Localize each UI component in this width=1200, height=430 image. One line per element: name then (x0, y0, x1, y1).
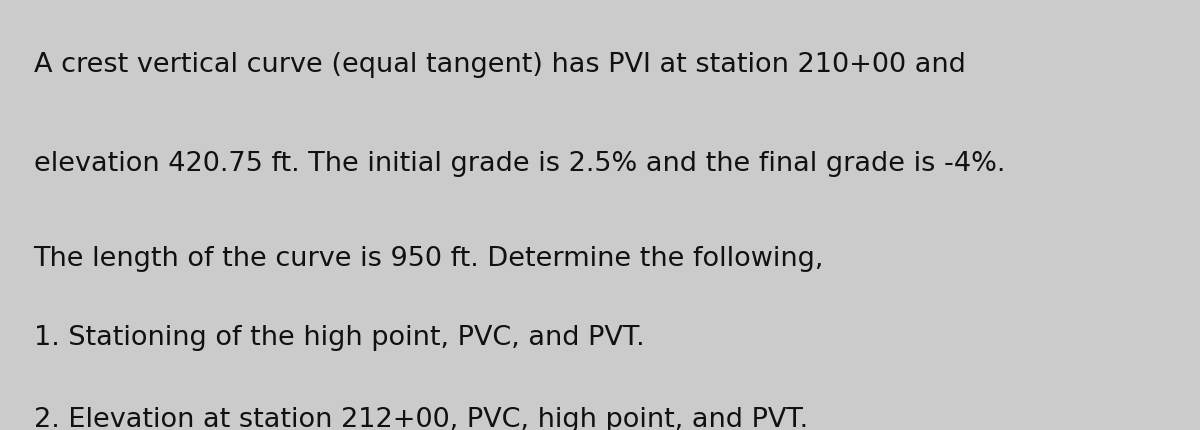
Text: 2. Elevation at station 212+00, PVC, high point, and PVT.: 2. Elevation at station 212+00, PVC, hig… (34, 406, 808, 430)
Text: 1. Stationing of the high point, PVC, and PVT.: 1. Stationing of the high point, PVC, an… (34, 325, 644, 350)
Text: A crest vertical curve (equal tangent) has PVI at station 210+00 and: A crest vertical curve (equal tangent) h… (34, 52, 966, 77)
Text: elevation 420.75 ft. The initial grade is 2.5% and the final grade is -4%.: elevation 420.75 ft. The initial grade i… (34, 150, 1004, 176)
Text: The length of the curve is 950 ft. Determine the following,: The length of the curve is 950 ft. Deter… (34, 245, 824, 271)
